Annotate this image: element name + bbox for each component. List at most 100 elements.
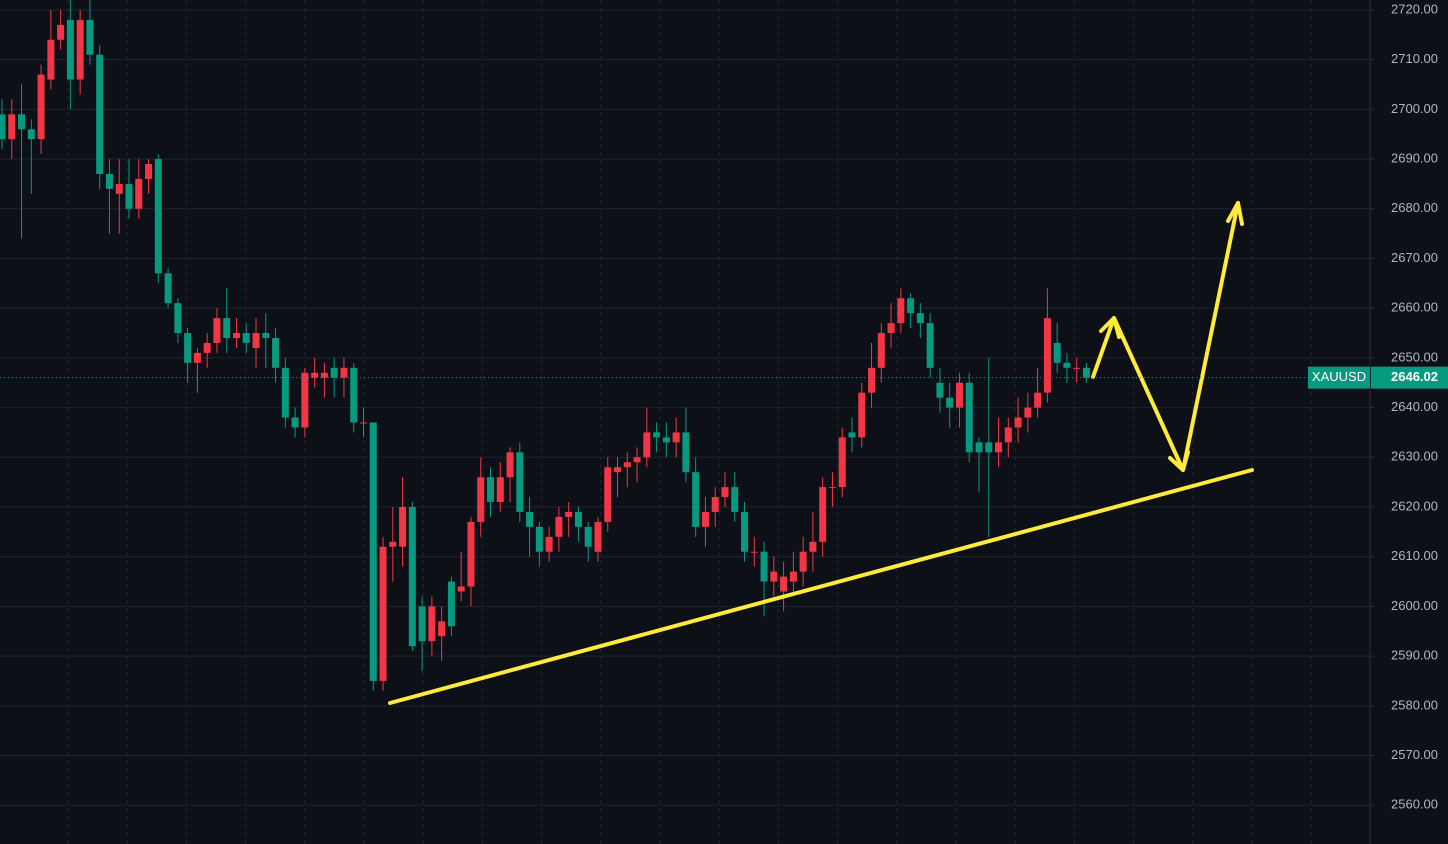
candle-body [418,606,426,642]
candle-body [281,367,289,418]
y-tick-label: 2620.00 [1391,498,1438,513]
candle-body [1063,362,1071,368]
y-tick-label: 2570.00 [1391,747,1438,762]
y-tick-label: 2680.00 [1391,200,1438,215]
candle-body [711,497,719,512]
candle-body [985,442,993,453]
candle-body [57,24,65,40]
candle-body [574,511,582,527]
candle-body [809,541,817,552]
candle-body [477,477,485,522]
y-tick-label: 2560.00 [1391,797,1438,812]
candle-body [721,487,729,498]
arrow-head [1168,450,1190,472]
candle-body [780,576,788,592]
candle-body [1082,367,1090,378]
candle-body [916,313,924,324]
trend-line [388,468,1254,705]
y-tick-label: 2600.00 [1391,598,1438,613]
candle-body [965,382,973,453]
candle-body [858,392,866,438]
price-badge [1371,366,1448,389]
candle-body [506,452,514,478]
candle-body [184,333,192,363]
candle-body [653,432,661,438]
last-price: XAUUSD 2646.02 [0,366,1448,389]
candle-body [1014,417,1022,428]
candle-body [86,19,94,55]
candle-body [213,318,221,343]
candle-body [633,457,641,463]
candle-body [203,342,211,353]
candle-body [145,164,153,179]
candle-body [467,521,475,587]
candle-body [868,367,876,393]
candle-body [741,511,749,552]
price-axis [1370,0,1448,844]
candle-body [37,74,45,140]
drawings [388,201,1254,705]
y-tick-label: 2580.00 [1391,697,1438,712]
candle-body [955,382,963,408]
y-tick-label: 2670.00 [1391,250,1438,265]
y-tick-label: 2610.00 [1391,548,1438,563]
candle-body [399,506,407,547]
candle-body [105,173,113,189]
candle-body [174,303,182,334]
candle-body [819,487,827,542]
arrow-head [1226,201,1244,226]
y-tick-label: 2650.00 [1391,349,1438,364]
candle-body [838,437,846,488]
candle-body [682,432,690,473]
candle-body [496,477,504,503]
candle-body [311,372,319,378]
candle-body [428,606,436,642]
candle-body [115,183,123,194]
candle-body [223,318,231,338]
candle-body [66,19,74,80]
price-axis-labels: 2560.00 2570.00 2580.00 2590.00 2600.00 2610.… [1370,1,1438,812]
symbol-label: XAUUSD [1312,369,1366,384]
candle-body [457,586,465,592]
forecast-path [1091,201,1240,472]
candle-body [379,546,387,681]
candle-body [516,452,524,512]
y-tick-label: 2710.00 [1391,51,1438,66]
candle-body [594,521,602,552]
y-tick-label: 2630.00 [1391,449,1438,464]
candle-body [408,506,416,647]
candle-body [0,114,6,140]
candle-body [760,551,768,582]
candle-body [877,333,885,368]
y-tick-label: 2590.00 [1391,648,1438,663]
candle-body [1024,407,1032,418]
candle-body [662,437,670,443]
candle-body [135,178,143,209]
candle-body [770,571,778,582]
candle-body [242,333,250,343]
candle-body [1034,392,1042,408]
candle-body [1004,427,1012,443]
candle-body [96,54,104,174]
candle-body [487,477,494,503]
candle-body [936,382,944,398]
candle-body [18,114,26,130]
candle-body [995,442,1003,453]
candle-body [447,581,455,627]
candle-body [887,323,895,334]
candle-body [252,333,260,348]
candle-body [545,536,553,552]
y-tick-label: 2660.00 [1391,300,1438,315]
candle-body [584,526,592,547]
candle-body [565,511,573,517]
candle-body [692,472,700,527]
last-price-label: 2646.02 [1391,369,1438,384]
candle-body [555,516,563,537]
candle-body [897,298,905,324]
candle-body [76,19,84,80]
y-tick-label: 2690.00 [1391,150,1438,165]
candle-body [262,333,270,338]
